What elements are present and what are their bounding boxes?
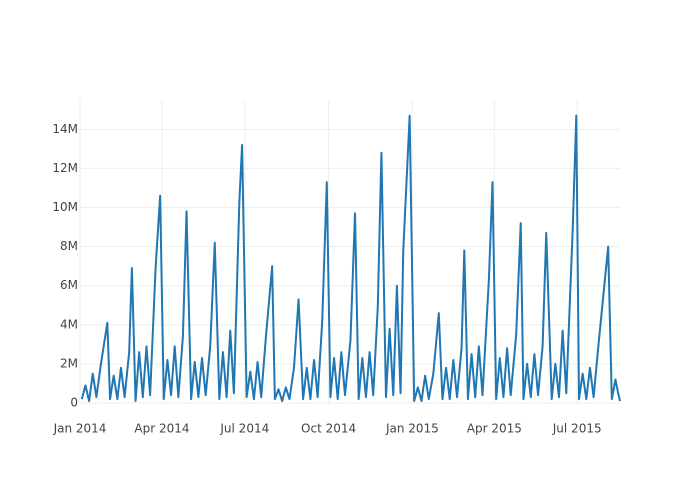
x-tick-label: Apr 2014 — [134, 422, 189, 436]
x-tick-label: Oct 2014 — [301, 422, 356, 436]
y-tick-label: 12M — [52, 161, 78, 175]
data-line — [80, 114, 621, 403]
y-tick-label: 0 — [70, 396, 78, 410]
x-tick-label: Apr 2015 — [467, 422, 522, 436]
y-tick-label: 10M — [52, 200, 78, 214]
x-tick-label: Jul 2015 — [552, 422, 602, 436]
y-tick-label: 6M — [60, 278, 78, 292]
y-tick-label: 14M — [52, 122, 78, 136]
x-tick-label: Jan 2015 — [385, 422, 439, 436]
y-tick-label: 4M — [60, 317, 78, 331]
x-tick-label: Jul 2014 — [219, 422, 269, 436]
y-tick-label: 8M — [60, 239, 78, 253]
x-tick-label: Jan 2014 — [53, 422, 107, 436]
y-tick-label: 2M — [60, 356, 78, 370]
